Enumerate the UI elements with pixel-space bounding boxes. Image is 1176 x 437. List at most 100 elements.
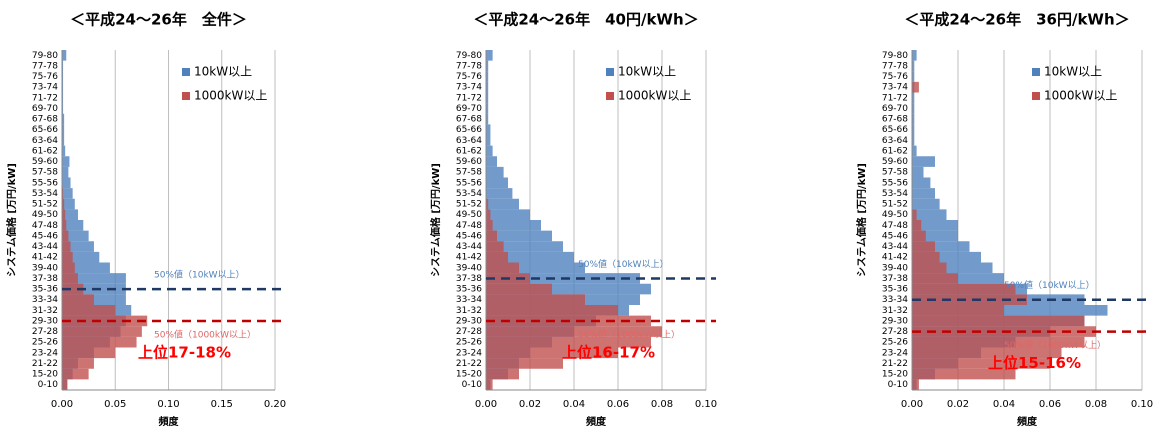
y-tick-label: 67-68 (882, 115, 908, 125)
bar (486, 113, 489, 125)
bar (486, 92, 489, 104)
bar (62, 198, 75, 210)
bar (62, 230, 89, 242)
y-tick-label: 15-20 (882, 370, 908, 380)
bar (62, 262, 110, 274)
bar (62, 283, 84, 295)
bar (62, 220, 84, 231)
bar (486, 198, 519, 210)
bar (62, 209, 66, 220)
x-tick-label: 0.10 (695, 399, 717, 410)
bar (912, 283, 1016, 295)
bar (912, 379, 919, 390)
y-tick-label: 37-38 (456, 274, 482, 284)
bar (62, 315, 148, 327)
bar (62, 347, 116, 359)
bar (912, 135, 915, 146)
y-tick-label: 47-48 (456, 221, 482, 231)
median-label: 50%値（10kW以上） (578, 258, 669, 270)
legend-swatch (1032, 68, 1040, 76)
bar (912, 220, 958, 231)
y-tick-label: 53-54 (32, 189, 58, 199)
y-tick-label: 43-44 (456, 242, 482, 252)
y-tick-label: 63-64 (32, 136, 58, 146)
y-tick-label: 0-10 (38, 380, 59, 390)
bar (62, 251, 100, 263)
bar (486, 188, 513, 199)
chart-title: ＜平成24～26年 36円/kWh＞ (904, 11, 1129, 29)
y-axis-label: システム価格 [万円/kW] (5, 163, 18, 277)
bar (486, 368, 519, 380)
y-tick-label: 69-70 (456, 104, 482, 114)
bar (912, 315, 1085, 327)
bar (912, 262, 993, 274)
y-tick-label: 51-52 (456, 200, 482, 210)
x-tick-label: 0.02 (947, 399, 969, 410)
bar (486, 135, 491, 146)
bar (912, 103, 915, 114)
y-tick-label: 31-32 (32, 306, 58, 316)
annotation: 上位17-18% (138, 343, 231, 361)
bar (62, 368, 89, 380)
y-tick-label: 37-38 (32, 274, 58, 284)
median-label: 50%値（1000kW以上） (154, 328, 256, 340)
y-tick-label: 55-56 (32, 178, 58, 188)
bar (486, 251, 508, 263)
y-tick-label: 27-28 (32, 327, 58, 337)
y-tick-label: 65-66 (456, 125, 482, 135)
bar (486, 220, 493, 231)
bar (62, 166, 69, 178)
y-tick-label: 51-52 (32, 200, 58, 210)
bar (62, 198, 65, 210)
bar (486, 336, 651, 348)
bar (486, 220, 541, 231)
y-tick-label: 49-50 (456, 210, 482, 220)
bar (486, 124, 491, 135)
bar (486, 177, 508, 189)
bar (486, 347, 618, 359)
bar (486, 379, 493, 390)
y-tick-label: 35-36 (456, 285, 482, 295)
bar (62, 113, 65, 125)
y-tick-label: 21-22 (882, 359, 908, 369)
chart-title: ＜平成24～26年 40円/kWh＞ (473, 11, 698, 29)
bar (486, 358, 563, 369)
bar (62, 241, 71, 252)
legend-label: 1000kW以上 (194, 89, 267, 103)
bar (912, 166, 924, 178)
y-tick-label: 47-48 (32, 221, 58, 231)
legend-swatch (182, 92, 190, 100)
x-tick-label: 0.15 (211, 399, 233, 410)
bar (62, 188, 64, 199)
bar (486, 166, 504, 178)
y-tick-label: 63-64 (456, 136, 482, 146)
bar (912, 145, 917, 157)
bar (912, 273, 958, 284)
bar (486, 50, 493, 61)
bar (912, 336, 1085, 348)
y-tick-label: 61-62 (882, 146, 908, 156)
y-tick-label: 25-26 (456, 338, 482, 348)
y-tick-label: 73-74 (456, 83, 482, 93)
y-tick-label: 35-36 (882, 285, 908, 295)
y-tick-label: 63-64 (882, 136, 908, 146)
bar (62, 124, 65, 135)
median-label: 50%値（10kW以上） (1004, 279, 1095, 291)
bar (62, 156, 70, 167)
y-tick-label: 15-20 (32, 370, 58, 380)
bar (486, 230, 497, 242)
y-tick-label: 57-58 (882, 168, 908, 178)
y-tick-label: 69-70 (882, 104, 908, 114)
bar (912, 50, 917, 61)
bar (486, 283, 552, 295)
legend-label: 10kW以上 (1044, 65, 1102, 79)
bar (912, 156, 935, 167)
legend-label: 1000kW以上 (1044, 89, 1117, 103)
median-label: 50%値（10kW以上） (154, 269, 245, 281)
y-tick-label: 65-66 (32, 125, 58, 135)
legend-label: 10kW以上 (618, 65, 676, 79)
bar (486, 209, 530, 220)
y-tick-label: 37-38 (882, 274, 908, 284)
bar (486, 103, 489, 114)
y-tick-label: 55-56 (456, 178, 482, 188)
